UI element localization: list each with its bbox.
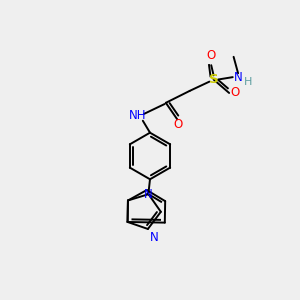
Text: S: S bbox=[209, 73, 218, 86]
Text: N: N bbox=[150, 231, 159, 244]
Text: N: N bbox=[144, 188, 153, 201]
Text: O: O bbox=[207, 49, 216, 62]
Text: H: H bbox=[244, 76, 252, 87]
Text: O: O bbox=[173, 118, 182, 131]
Text: N: N bbox=[234, 70, 242, 84]
Text: NH: NH bbox=[129, 109, 146, 122]
Text: O: O bbox=[230, 86, 239, 100]
